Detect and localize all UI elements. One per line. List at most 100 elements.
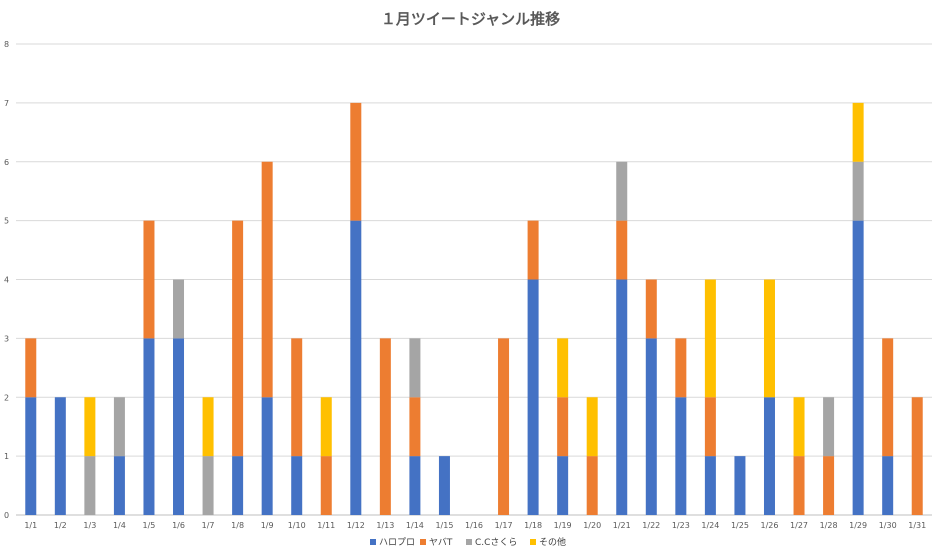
y-tick-label: 1	[4, 452, 9, 461]
bar-segment	[557, 338, 569, 398]
legend-label: ヤバT	[429, 537, 453, 548]
bar-segment	[704, 456, 716, 515]
bar-segment	[704, 397, 716, 457]
bar-segment	[291, 456, 303, 515]
bar-segment	[645, 279, 657, 339]
y-axis: 0 1 2 3 4 5 6 7 8	[4, 40, 9, 520]
x-tick-label: 1/24	[701, 521, 719, 530]
bar-segment	[852, 220, 864, 515]
bar-segment	[586, 397, 598, 457]
bar-segment	[113, 397, 125, 457]
bar-segment	[84, 397, 96, 457]
x-tick-label: 1/1	[24, 521, 37, 530]
bar-segment	[84, 456, 96, 515]
bar-segment	[202, 456, 214, 515]
bar-segment	[734, 456, 746, 515]
bar-segment	[675, 397, 687, 515]
bar-segment	[557, 397, 569, 457]
bar-segment	[675, 338, 687, 398]
chart-title: １月ツイートジャンル推移	[380, 10, 561, 28]
legend-swatch	[370, 539, 376, 545]
x-tick-label: 1/28	[820, 521, 838, 530]
bar-segment	[54, 397, 66, 515]
x-tick-label: 1/12	[347, 521, 365, 530]
bar-segment	[793, 456, 805, 515]
bar-segment	[704, 279, 716, 398]
bar-segment	[438, 456, 450, 515]
x-tick-label: 1/14	[406, 521, 424, 530]
legend-label: その他	[539, 536, 566, 548]
bar-segment	[291, 338, 303, 457]
bar-segment	[763, 397, 775, 515]
legend-swatch	[420, 539, 426, 545]
bar-segment	[882, 456, 894, 515]
x-tick-label: 1/8	[231, 521, 244, 530]
y-tick-label: 2	[4, 393, 9, 402]
bar-segment	[645, 338, 657, 515]
y-tick-label: 0	[4, 511, 9, 520]
x-tick-label: 1/25	[731, 521, 749, 530]
bar-segment	[261, 397, 273, 515]
x-tick-label: 1/3	[83, 521, 96, 530]
bar-segment	[763, 279, 775, 398]
x-tick-label: 1/20	[583, 521, 601, 530]
bar-segment	[616, 279, 628, 515]
legend: ハロプロ ヤバT C.Cさくら その他	[370, 536, 566, 548]
bar-segment	[498, 338, 510, 515]
bar-segment	[261, 161, 273, 398]
y-tick-label: 5	[4, 217, 9, 226]
x-tick-label: 1/26	[760, 521, 778, 530]
legend-swatch	[530, 539, 536, 545]
bar-segment	[911, 397, 923, 515]
bar-segment	[173, 279, 185, 339]
bar-segment	[527, 220, 539, 280]
bar-segment	[823, 456, 835, 515]
bar-segment	[143, 338, 155, 515]
bar-segment	[320, 456, 332, 515]
bar-segment	[882, 338, 894, 457]
bar-segment	[586, 456, 598, 515]
bar-segment	[409, 397, 421, 457]
x-tick-label: 1/16	[465, 521, 483, 530]
y-tick-label: 7	[4, 99, 9, 108]
bar-segment	[616, 220, 628, 280]
y-tick-label: 4	[4, 276, 9, 285]
x-tick-label: 1/17	[495, 521, 513, 530]
bar-segment	[379, 338, 391, 515]
x-tick-label: 1/18	[524, 521, 542, 530]
bar-segment	[350, 220, 362, 515]
bar-segment	[232, 220, 244, 457]
x-tick-label: 1/19	[554, 521, 572, 530]
x-tick-label: 1/13	[376, 521, 394, 530]
bar-segment	[350, 102, 362, 221]
bar-segment	[202, 397, 214, 457]
legend-label: C.Cさくら	[475, 537, 517, 548]
bar-segment	[409, 338, 421, 398]
x-tick-label: 1/4	[113, 521, 126, 530]
x-tick-label: 1/15	[435, 521, 453, 530]
bar-segment	[852, 102, 864, 162]
x-tick-label: 1/2	[54, 521, 67, 530]
x-tick-label: 1/21	[613, 521, 631, 530]
bar-segment	[320, 397, 332, 457]
x-axis: 1/1 1/2 1/3 1/4 1/5 1/6 1/7 1/8 1/9 1/10 1/11 1/12 1…	[24, 521, 926, 530]
x-tick-label: 1/23	[672, 521, 690, 530]
bar-segment	[173, 338, 185, 515]
bar-segment	[616, 161, 628, 221]
bar-segment	[113, 456, 125, 515]
y-tick-label: 3	[4, 334, 9, 343]
x-tick-label: 1/11	[317, 521, 335, 530]
y-tick-label: 8	[4, 40, 9, 49]
bar-segment	[793, 397, 805, 457]
x-tick-label: 1/7	[202, 521, 215, 530]
y-tick-label: 6	[4, 158, 9, 167]
bar-segment	[527, 279, 539, 515]
bar-segment	[25, 338, 37, 398]
x-tick-label: 1/30	[879, 521, 897, 530]
legend-label: ハロプロ	[379, 537, 415, 548]
bar-segment	[852, 161, 864, 221]
grid-layer	[16, 43, 932, 516]
x-tick-label: 1/9	[261, 521, 274, 530]
